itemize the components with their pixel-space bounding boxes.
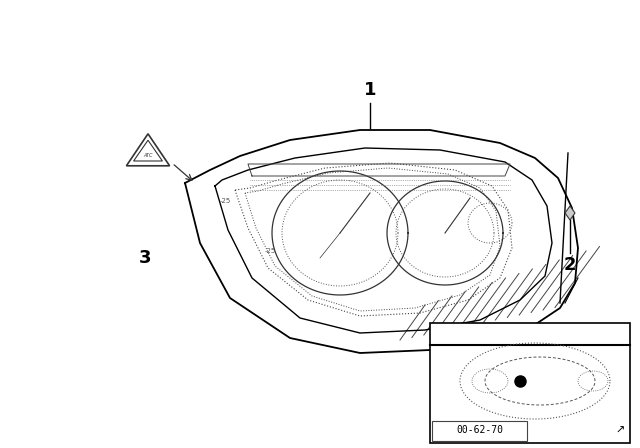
- Bar: [430, 323, 630, 443]
- Text: ↗: ↗: [615, 426, 625, 436]
- Text: ATC: ATC: [143, 152, 153, 158]
- Polygon shape: [185, 130, 578, 353]
- Text: 00-62-70: 00-62-70: [456, 425, 504, 435]
- Text: 3: 3: [139, 249, 151, 267]
- Polygon shape: [565, 206, 575, 220]
- Text: -25: -25: [220, 198, 231, 204]
- Text: 2: 2: [564, 256, 576, 274]
- Bar: [432, 421, 527, 441]
- Polygon shape: [127, 134, 170, 166]
- Text: 1: 1: [364, 81, 376, 99]
- Text: -25: -25: [265, 248, 276, 254]
